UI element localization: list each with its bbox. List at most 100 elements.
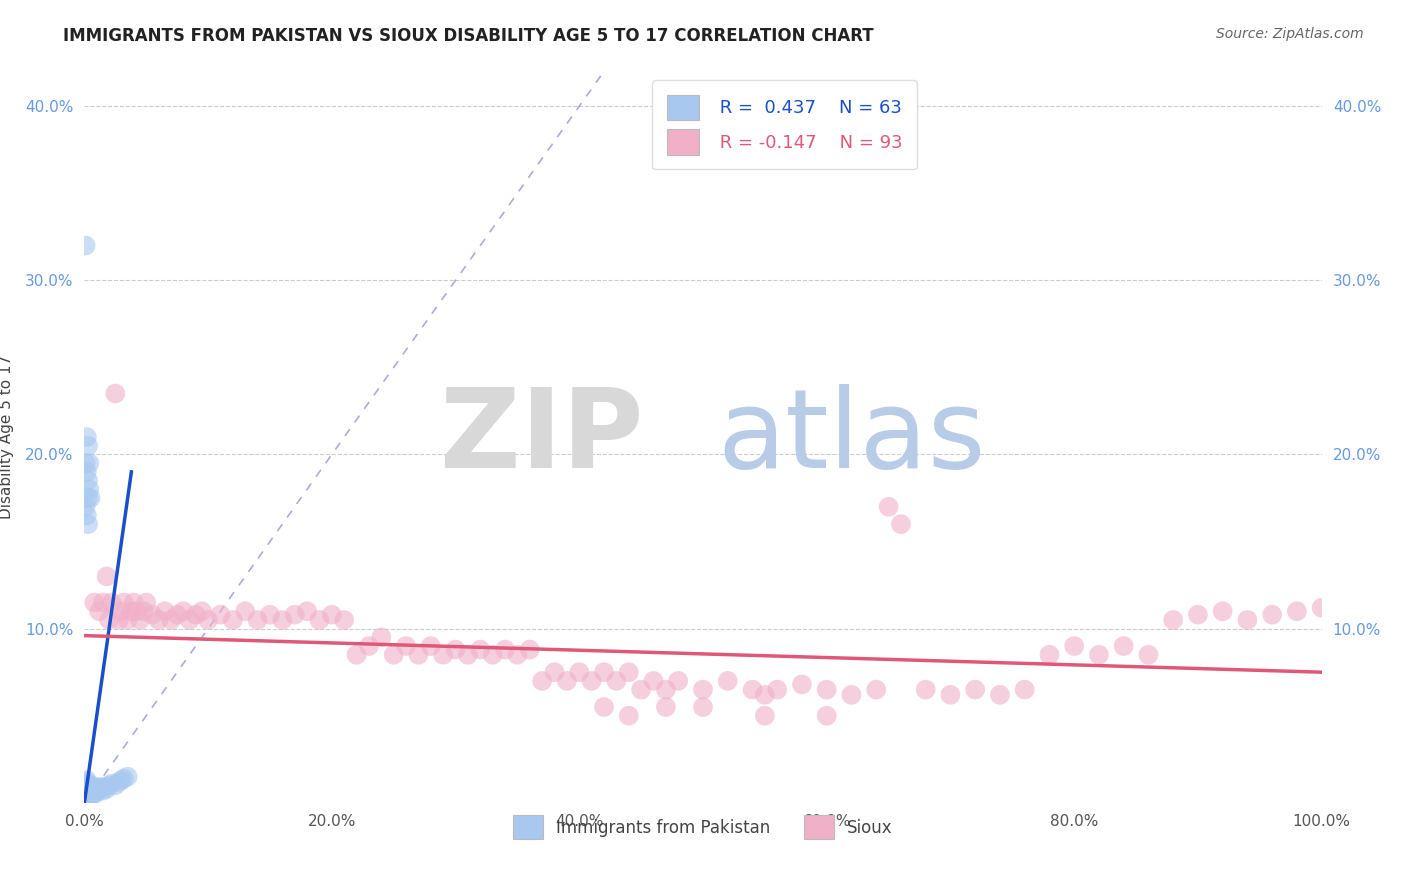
Point	[815, 708, 838, 723]
Point	[988, 688, 1011, 702]
Point	[494, 642, 516, 657]
Point	[82, 785, 104, 799]
Point	[77, 781, 100, 796]
Text: Source: ZipAtlas.com: Source: ZipAtlas.com	[1216, 27, 1364, 41]
Point	[692, 682, 714, 697]
Point	[75, 781, 97, 796]
Point	[1285, 604, 1308, 618]
Point	[419, 639, 441, 653]
Point	[98, 778, 121, 792]
Point	[77, 787, 100, 801]
Point	[73, 785, 96, 799]
Point	[815, 682, 838, 697]
Point	[76, 430, 98, 444]
Point	[1236, 613, 1258, 627]
Point	[76, 783, 98, 797]
Point	[76, 794, 98, 808]
Point	[96, 569, 118, 583]
Point	[83, 781, 105, 796]
Point	[1310, 600, 1333, 615]
Point	[79, 780, 101, 794]
Point	[321, 607, 343, 622]
Point	[104, 386, 127, 401]
Point	[117, 613, 139, 627]
Point	[76, 790, 98, 805]
Point	[129, 613, 152, 627]
Point	[76, 465, 98, 479]
Point	[79, 789, 101, 803]
Point	[86, 785, 108, 799]
Point	[506, 648, 529, 662]
Point	[741, 682, 763, 697]
Point	[73, 789, 96, 803]
Point	[333, 613, 356, 627]
Point	[89, 781, 111, 796]
Point	[120, 604, 142, 618]
Point	[284, 607, 307, 622]
Point	[692, 700, 714, 714]
Point	[370, 631, 392, 645]
Point	[73, 792, 96, 806]
Point	[132, 604, 155, 618]
Point	[153, 604, 176, 618]
Point	[914, 682, 936, 697]
Point	[222, 613, 245, 627]
Point	[79, 491, 101, 505]
Point	[83, 595, 105, 609]
Point	[108, 775, 131, 789]
Point	[77, 491, 100, 505]
Point	[717, 673, 740, 688]
Point	[77, 777, 100, 791]
Point	[77, 517, 100, 532]
Point	[308, 613, 330, 627]
Text: ZIP: ZIP	[440, 384, 644, 491]
Point	[91, 595, 114, 609]
Point	[841, 688, 863, 702]
Point	[209, 607, 232, 622]
Point	[1212, 604, 1234, 618]
Point	[555, 673, 578, 688]
Point	[184, 607, 207, 622]
Point	[666, 673, 689, 688]
Point	[76, 778, 98, 792]
Point	[346, 648, 368, 662]
Point	[766, 682, 789, 697]
Point	[125, 604, 148, 618]
Point	[865, 682, 887, 697]
Point	[1187, 607, 1209, 622]
Point	[581, 673, 603, 688]
Point	[79, 456, 101, 470]
Point	[965, 682, 987, 697]
Point	[76, 773, 98, 788]
Point	[79, 790, 101, 805]
Point	[73, 781, 96, 796]
Point	[457, 648, 479, 662]
Point	[1112, 639, 1135, 653]
Point	[271, 613, 294, 627]
Point	[179, 613, 201, 627]
Point	[481, 648, 503, 662]
Point	[82, 780, 104, 794]
Point	[543, 665, 565, 680]
Point	[80, 781, 103, 796]
Point	[135, 595, 157, 609]
Point	[141, 607, 163, 622]
Point	[233, 604, 256, 618]
Point	[110, 773, 132, 788]
Point	[890, 517, 912, 532]
Point	[1261, 607, 1284, 622]
Point	[117, 770, 139, 784]
Point	[593, 700, 616, 714]
Point	[77, 439, 100, 453]
Point	[432, 648, 454, 662]
Point	[86, 780, 108, 794]
Point	[395, 639, 418, 653]
Point	[75, 783, 97, 797]
Point	[89, 780, 111, 794]
Point	[75, 500, 97, 514]
Point	[98, 613, 121, 627]
Point	[75, 787, 97, 801]
Point	[754, 708, 776, 723]
Point	[259, 607, 281, 622]
Point	[75, 790, 97, 805]
